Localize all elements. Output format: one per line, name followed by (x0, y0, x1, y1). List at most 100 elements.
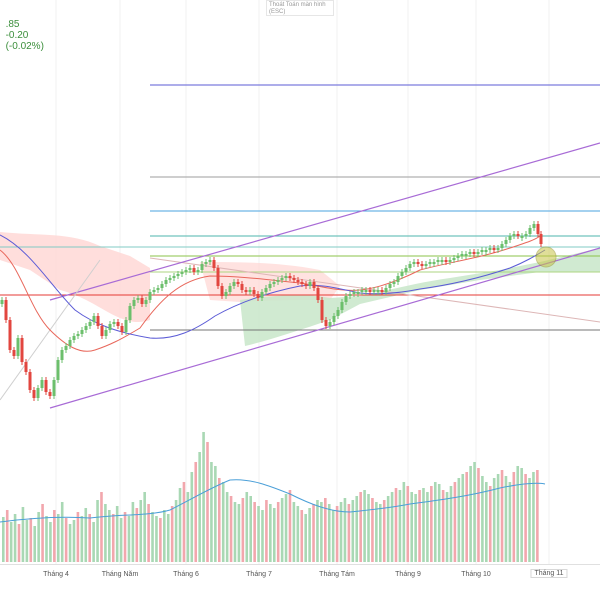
candle-body (472, 252, 476, 254)
candle-body (492, 248, 496, 250)
volume-bar (72, 520, 76, 562)
candle-body (120, 326, 124, 332)
candle-body (76, 334, 80, 336)
volume-bar (217, 478, 221, 562)
candle-body (452, 258, 456, 260)
candle-body (332, 316, 336, 322)
volume-bar (139, 500, 143, 562)
volume-bar (37, 512, 40, 562)
volume-bar (304, 514, 307, 562)
candle-body (176, 274, 180, 276)
volume-bar (410, 492, 414, 562)
candle-body (24, 362, 28, 372)
volume-bar (327, 504, 331, 562)
markers (535, 246, 557, 268)
volume-bar (406, 486, 410, 562)
candle-body (420, 264, 424, 266)
horizontal-levels (0, 84, 600, 331)
volume-bar (312, 504, 315, 562)
candle-body (236, 282, 240, 284)
xaxis-label-september: Tháng 9 (395, 571, 421, 578)
candle-body (480, 250, 484, 252)
candle-body (156, 288, 160, 290)
volume-bar (33, 526, 37, 562)
volume-bar (186, 492, 190, 562)
candle-body (228, 286, 232, 292)
volume-bar (194, 462, 198, 562)
volume-bar (524, 474, 527, 562)
volume-ma (0, 479, 546, 523)
candle-body (164, 280, 168, 284)
volume-bar (53, 510, 56, 562)
candle-body (184, 270, 188, 272)
volume-bar (445, 492, 449, 562)
volume-bar (41, 504, 44, 562)
candle-body (448, 260, 452, 262)
candle-body (372, 290, 376, 292)
candle-body (220, 286, 224, 296)
volume-bar (390, 492, 394, 562)
exit-fullscreen-key: (ESC) (269, 9, 286, 15)
candle-body (40, 380, 44, 388)
candle-body (0, 300, 4, 304)
volume-bar (166, 514, 170, 562)
volume-bar (206, 442, 209, 562)
volume-bar (512, 472, 516, 562)
volume-bar (49, 522, 52, 562)
volume-bar (488, 486, 492, 562)
volume-bar (143, 492, 146, 562)
grid-lines (55, 0, 550, 564)
candle-body (408, 264, 412, 268)
volume-bar (331, 510, 335, 562)
candle-body (160, 284, 164, 288)
volume-bar (269, 504, 272, 562)
candle-body (456, 256, 460, 258)
candle-body (340, 302, 344, 310)
candle-body (504, 240, 508, 244)
volume-bar (528, 478, 531, 562)
candle-body (48, 392, 52, 396)
volume-bar (375, 502, 378, 562)
volume-bar (111, 514, 115, 562)
price-readout: .85 -0.20 (-0.02%) (0, 8, 50, 52)
candle-body (412, 262, 416, 264)
volume-bar (339, 502, 343, 562)
candle-body (364, 290, 368, 292)
volume-bar (265, 500, 268, 562)
volume-bar (516, 466, 520, 562)
candle-body (308, 282, 312, 286)
volume-bar (437, 484, 441, 562)
candle-body (352, 292, 356, 294)
candle-body (104, 330, 108, 336)
volume-bar (45, 516, 48, 562)
volume-bar (237, 504, 241, 562)
price-change-pct: (-0.02%) (5, 41, 44, 52)
candle-body (52, 380, 56, 396)
candle-body (60, 350, 64, 360)
candle-body (128, 306, 132, 320)
volume-bar (17, 524, 21, 562)
volume-bar (88, 514, 91, 562)
candle-body (400, 272, 404, 276)
volume-bar (253, 502, 256, 562)
volume-bar (300, 510, 304, 562)
volume-bar (5, 510, 9, 562)
volume-bar (426, 492, 429, 562)
candle-body (424, 264, 428, 266)
xaxis-label-october: Tháng 10 (461, 571, 491, 578)
exit-fullscreen-hint[interactable]: Thoát Toán màn hình (ESC) (266, 0, 334, 16)
xaxis-label-november[interactable]: Tháng 11 (530, 569, 568, 578)
circle-marker-icon (535, 246, 557, 268)
candle-body (464, 254, 468, 256)
volume-bar (355, 496, 359, 562)
candle-body (96, 316, 100, 326)
volume-bar (202, 432, 205, 562)
candle-body (444, 260, 448, 262)
candle-body (468, 252, 472, 254)
volume-bar (92, 522, 95, 562)
volume-bar (414, 494, 417, 562)
candle-body (376, 290, 380, 292)
candle-body (476, 252, 480, 254)
candle-body (500, 244, 504, 248)
